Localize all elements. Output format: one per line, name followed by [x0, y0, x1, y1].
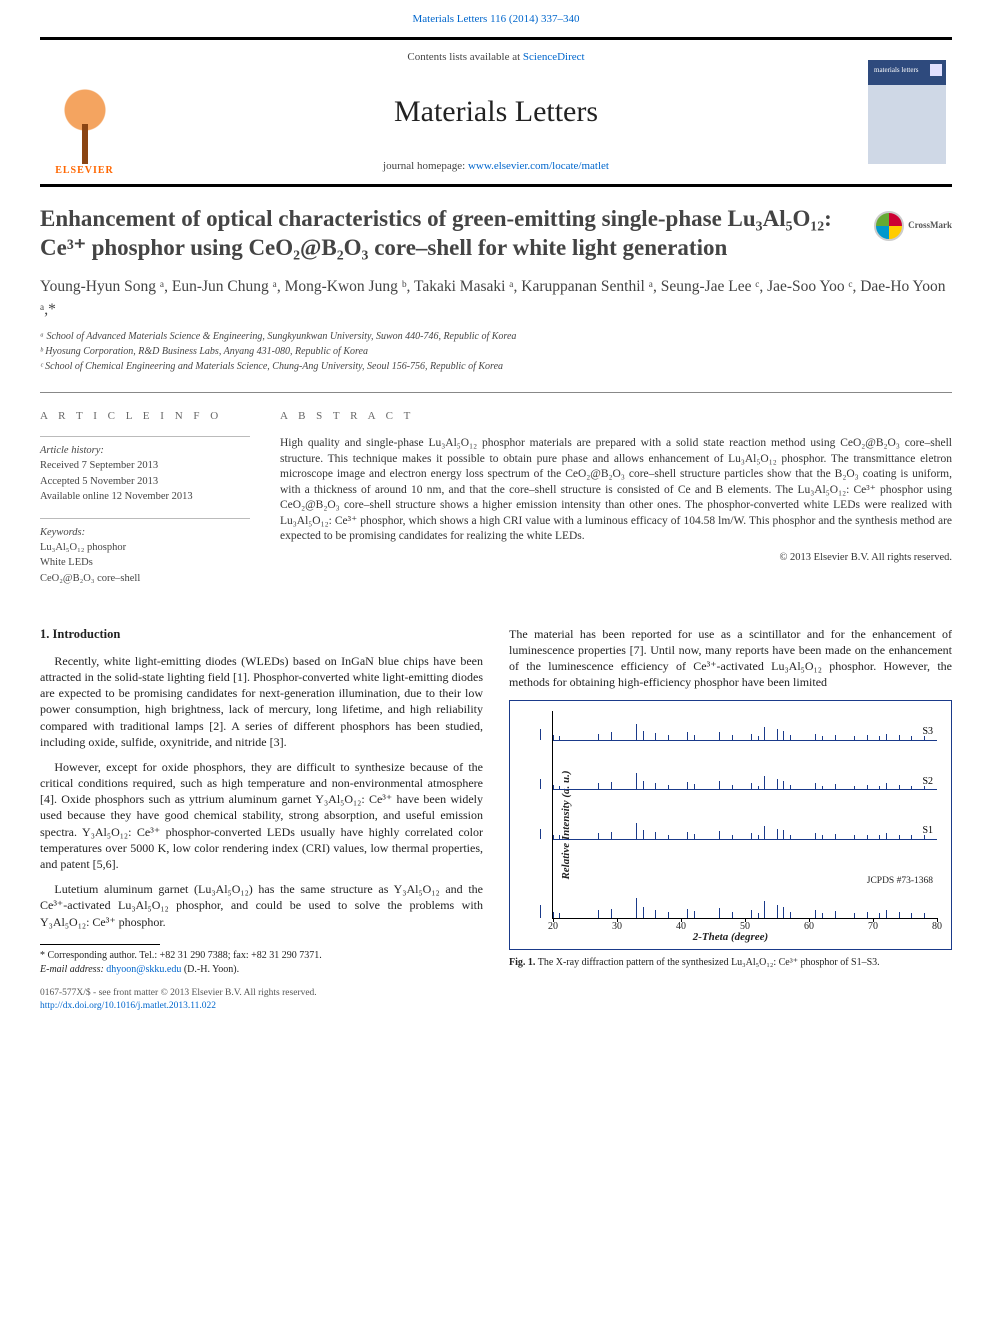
crossmark-icon	[874, 211, 904, 241]
fig1-ref-peak	[867, 912, 868, 917]
affiliations: ᵃ School of Advanced Materials Science &…	[40, 329, 952, 374]
para-2: However, except for oxide phosphors, the…	[40, 759, 483, 872]
footnote-separator	[40, 944, 160, 945]
fig1-ref-peak	[553, 912, 554, 917]
elsevier-text: ELSEVIER	[55, 164, 114, 178]
footnotes: * Corresponding author. Tel.: +82 31 290…	[40, 949, 483, 977]
email-link[interactable]: dhyoon@skku.edu	[106, 964, 181, 975]
figure-1: Relative Intensity (a. u.) 2-Theta (degr…	[509, 700, 952, 950]
fig1-ref-peak	[694, 911, 695, 917]
email-line: E-mail address: dhyoon@skku.edu (D.-H. Y…	[40, 963, 483, 977]
elsevier-logo: ELSEVIER	[40, 40, 130, 184]
authors-line: Young-Hyun Song ᵃ, Eun-Jun Chung ᵃ, Mong…	[40, 276, 952, 321]
fig1-ref-peak	[732, 912, 733, 917]
fig1-xtick: 20	[548, 920, 558, 934]
history-label: Article history:	[40, 443, 250, 458]
fig1-ref-peak	[655, 910, 656, 918]
journal-cover-thumb: materials letters	[862, 40, 952, 184]
affiliation-b: ᵇ Hyosung Corporation, R&D Business Labs…	[40, 344, 952, 359]
fig1-ref-peak	[835, 911, 836, 917]
abstract-column: A B S T R A C T High quality and single-…	[280, 409, 952, 600]
fig1-ref-peak	[598, 910, 599, 917]
fig1-ref-peak	[790, 912, 791, 917]
left-column: 1. Introduction Recently, white light-em…	[40, 626, 483, 1013]
fig1-xtick: 40	[676, 920, 686, 934]
fig1-ref-peak	[815, 910, 816, 917]
fig1-ref-peak	[559, 913, 560, 918]
accepted-date: Accepted 5 November 2013	[40, 474, 250, 489]
header-center: Contents lists available at ScienceDirec…	[130, 40, 862, 184]
fig1-ref-peak	[879, 913, 880, 918]
fig1-xtick: 70	[868, 920, 878, 934]
keywords-label: Keywords:	[40, 525, 250, 540]
fig1-ref-peak	[758, 913, 759, 918]
article-info-column: A R T I C L E I N F O Article history: R…	[40, 409, 250, 600]
article-title: Enhancement of optical characteristics o…	[40, 205, 952, 263]
fig1-ref-peak	[854, 913, 855, 918]
para-3: Lutetium aluminum garnet (Lu₃Al₅O₁₂) has…	[40, 881, 483, 930]
cover-label: materials letters	[874, 66, 919, 75]
keyword-1: Lu₃Al₅O₁₂ phosphor	[40, 540, 250, 555]
section-1-heading: 1. Introduction	[40, 626, 483, 643]
keyword-2: White LEDs	[40, 555, 250, 570]
keyword-3: CeO₂@B₂O₃ core–shell	[40, 571, 250, 586]
journal-name: Materials Letters	[394, 92, 598, 133]
fig1-reference-label: JCPDS #73-1368	[867, 875, 933, 888]
fig1-trace	[553, 740, 937, 741]
affiliation-c: ᶜ School of Chemical Engineering and Mat…	[40, 359, 952, 374]
fig1-ref-peak	[611, 909, 612, 918]
fig1-x-label: 2-Theta (degree)	[693, 930, 768, 945]
fig1-xtick: 80	[932, 920, 942, 934]
doi-link[interactable]: http://dx.doi.org/10.1016/j.matlet.2013.…	[40, 1001, 216, 1011]
fig1-ref-peak	[643, 907, 644, 918]
doi-block: 0167-577X/$ - see front matter © 2013 El…	[40, 987, 483, 1013]
fig1-plot-area: JCPDS #73-1368 20304050607080S3S2S1	[552, 711, 937, 919]
affiliation-a: ᵃ School of Advanced Materials Science &…	[40, 329, 952, 344]
front-matter-line: 0167-577X/$ - see front matter © 2013 El…	[40, 987, 483, 1000]
top-citation[interactable]: Materials Letters 116 (2014) 337–340	[40, 12, 952, 27]
article-info-heading: A R T I C L E I N F O	[40, 409, 250, 424]
fig1-ref-peak	[924, 913, 925, 918]
abstract-copyright: © 2013 Elsevier B.V. All rights reserved…	[280, 551, 952, 565]
fig1-ref-peak	[719, 908, 720, 918]
figure-1-caption: Fig. 1. The X-ray diffraction pattern of…	[509, 956, 952, 969]
journal-homepage-link[interactable]: www.elsevier.com/locate/matlet	[468, 160, 609, 172]
para-4: The material has been reported for use a…	[509, 626, 952, 691]
right-column: The material has been reported for use a…	[509, 626, 952, 1013]
fig1-ref-peak	[668, 912, 669, 917]
online-date: Available online 12 November 2013	[40, 489, 250, 504]
fig1-ref-peak	[783, 907, 784, 918]
journal-header: ELSEVIER Contents lists available at Sci…	[40, 37, 952, 187]
crossmark-badge[interactable]: CrossMark	[874, 211, 952, 241]
elsevier-tree-icon	[50, 74, 120, 164]
fig1-ref-peak	[687, 909, 688, 918]
para-1: Recently, white light-emitting diodes (W…	[40, 653, 483, 750]
fig1-xtick: 50	[740, 920, 750, 934]
abstract-text: High quality and single-phase Lu₃Al₅O₁₂ …	[280, 436, 952, 545]
sciencedirect-link[interactable]: ScienceDirect	[523, 51, 585, 63]
fig1-ref-peak	[777, 905, 778, 918]
received-date: Received 7 September 2013	[40, 458, 250, 473]
fig1-ref-peak	[636, 898, 637, 918]
fig1-ref-peak	[764, 901, 765, 917]
fig1-xtick: 60	[804, 920, 814, 934]
cover-image-icon: materials letters	[868, 60, 946, 164]
fig1-ref-peak	[911, 913, 912, 918]
fig1-trace	[553, 789, 937, 790]
abstract-heading: A B S T R A C T	[280, 409, 952, 424]
fig1-ref-peak	[751, 910, 752, 917]
fig1-ref-peak	[886, 910, 887, 917]
contents-available-line: Contents lists available at ScienceDirec…	[407, 50, 584, 65]
fig1-ref-peak	[899, 912, 900, 917]
fig1-trace	[553, 839, 937, 840]
fig1-ref-peak	[822, 913, 823, 918]
corresponding-author: * Corresponding author. Tel.: +82 31 290…	[40, 949, 483, 963]
journal-homepage-line: journal homepage: www.elsevier.com/locat…	[383, 159, 609, 174]
fig1-ref-peak	[540, 905, 541, 918]
fig1-xtick: 30	[612, 920, 622, 934]
